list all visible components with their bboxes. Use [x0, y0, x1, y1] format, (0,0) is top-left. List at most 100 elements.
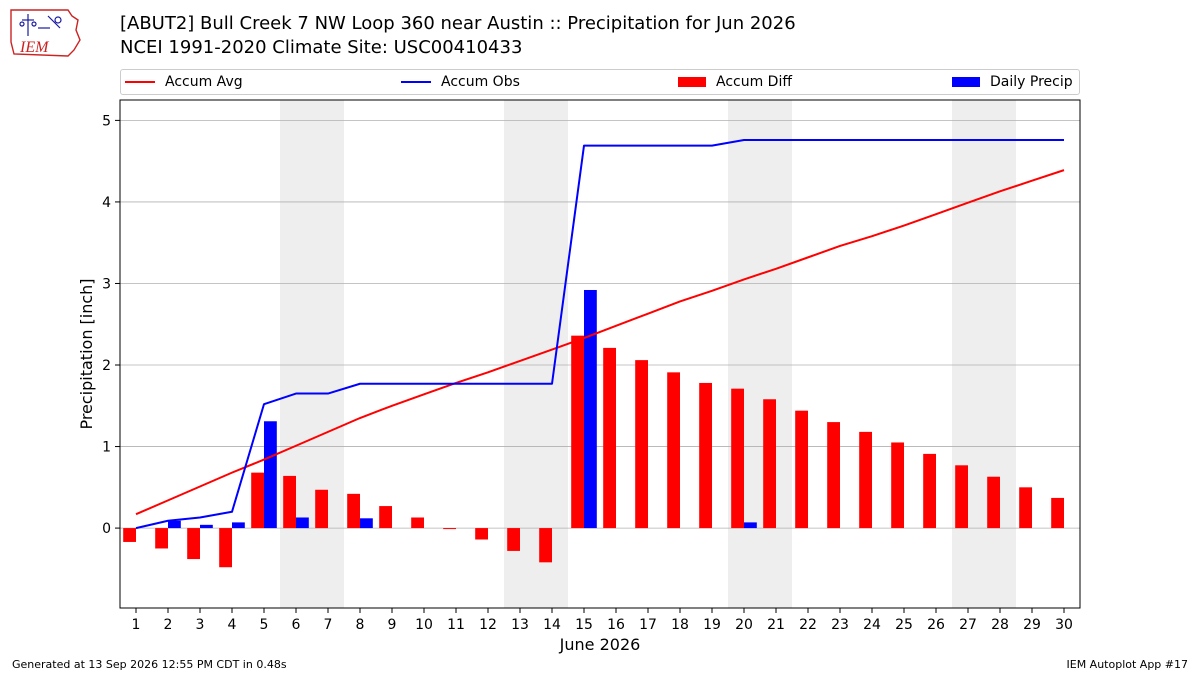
x-tick-label-24: 24 [863, 617, 881, 633]
x-tick-label-20: 20 [735, 617, 753, 633]
accum-diff-bar-23 [827, 422, 840, 529]
legend-label-accum-obs: Accum Obs [441, 74, 520, 90]
chart-subtitle: NCEI 1991-2020 Climate Site: USC00410433 [120, 37, 523, 58]
daily-precip-bar-15 [584, 289, 597, 529]
x-tick-label-8: 8 [356, 617, 365, 633]
x-tick-label-6: 6 [292, 617, 301, 633]
accum-diff-bar-3 [187, 528, 200, 560]
legend-label-accum-diff: Accum Diff [716, 74, 793, 90]
accum-diff-bar-20 [731, 388, 744, 529]
accum-diff-bar-9 [379, 506, 392, 529]
x-tick-label-11: 11 [447, 617, 465, 633]
daily-precip-bar-5 [264, 421, 277, 529]
accum-diff-bar-6 [283, 475, 296, 529]
legend-item-accum-avg: Accum Avg [125, 73, 243, 91]
x-tick-label-22: 22 [799, 617, 817, 633]
accum-diff-bar-15 [571, 335, 584, 529]
x-tick-label-25: 25 [895, 617, 913, 633]
accum-avg-line [135, 169, 1065, 516]
legend-item-daily-precip: Daily Precip [952, 73, 1073, 91]
x-tick-label-29: 29 [1023, 617, 1041, 633]
x-tick-label-23: 23 [831, 617, 849, 633]
accum-diff-bar-25 [891, 442, 904, 529]
y-tick-label-5: 5 [102, 113, 111, 129]
x-tick-label-1: 1 [132, 617, 141, 633]
x-tick-label-10: 10 [415, 617, 433, 633]
y-tick-label-2: 2 [102, 358, 111, 374]
weekend-shade-1 [280, 100, 344, 608]
x-tick-label-27: 27 [959, 617, 977, 633]
x-tick-label-4: 4 [228, 617, 237, 633]
legend: Accum Avg Accum Obs Accum Diff Daily Pre… [120, 69, 1080, 95]
accum-diff-bar-22 [795, 410, 808, 529]
accum-diff-bar-17 [635, 360, 648, 529]
accum-diff-bar-21 [763, 399, 776, 529]
legend-label-accum-avg: Accum Avg [165, 74, 243, 90]
legend-swatch-daily-precip [952, 77, 980, 87]
accum-diff-bar-12 [475, 528, 488, 540]
x-tick-label-7: 7 [324, 617, 333, 633]
daily-precip-bar-6 [296, 517, 309, 529]
legend-swatch-accum-avg [125, 81, 155, 83]
accum-diff-bar-5 [251, 472, 264, 529]
iem-logo-text: IEM [19, 39, 50, 56]
x-tick-label-21: 21 [767, 617, 785, 633]
x-tick-label-12: 12 [479, 617, 497, 633]
accum-diff-bar-27 [955, 465, 968, 529]
weekend-shade-4 [952, 100, 1016, 608]
accum-diff-bar-4 [219, 528, 232, 568]
footer-app-label: IEM Autoplot App #17 [1066, 658, 1189, 671]
y-tick-label-1: 1 [102, 440, 111, 456]
accum-diff-bar-8 [347, 493, 360, 529]
y-tick-label-0: 0 [102, 521, 111, 537]
x-tick-label-14: 14 [543, 617, 561, 633]
accum-obs-line [135, 138, 1064, 530]
accum-diff-bar-19 [699, 382, 712, 529]
accum-diff-bar-7 [315, 489, 328, 529]
accum-diff-bar-30 [1051, 497, 1064, 529]
legend-item-accum-obs: Accum Obs [401, 73, 520, 91]
x-tick-label-13: 13 [511, 617, 529, 633]
weekend-shade-3 [728, 100, 792, 608]
daily-precip-bar-8 [360, 518, 373, 529]
y-tick-label-4: 4 [102, 195, 111, 211]
accum-diff-bar-24 [859, 431, 872, 529]
x-tick-label-2: 2 [164, 617, 173, 633]
x-tick-label-19: 19 [703, 617, 721, 633]
accum-diff-bar-1 [123, 528, 136, 542]
legend-swatch-accum-obs [401, 81, 431, 83]
daily-precip-bar-3 [200, 524, 213, 529]
legend-item-accum-diff: Accum Diff [678, 73, 792, 91]
daily-precip-bar-20 [744, 522, 757, 529]
x-tick-label-26: 26 [927, 617, 945, 633]
x-tick-label-18: 18 [671, 617, 689, 633]
weekend-shade-2 [504, 100, 568, 608]
legend-label-daily-precip: Daily Precip [990, 74, 1073, 90]
accum-diff-bar-26 [923, 453, 936, 529]
y-tick-label-3: 3 [102, 276, 111, 292]
iem-logo: IEM [10, 9, 81, 57]
x-tick-label-15: 15 [575, 617, 593, 633]
x-axis-label: June 2026 [559, 635, 641, 654]
x-tick-label-5: 5 [260, 617, 269, 633]
accum-diff-bar-28 [987, 476, 1000, 529]
accum-diff-bar-10 [411, 517, 424, 529]
x-tick-label-28: 28 [991, 617, 1009, 633]
footer-generated: Generated at 13 Sep 2026 12:55 PM CDT in… [12, 658, 287, 671]
accum-diff-bar-29 [1019, 487, 1032, 529]
chart-title: [ABUT2] Bull Creek 7 NW Loop 360 near Au… [120, 13, 796, 34]
accum-diff-bar-14 [539, 528, 552, 563]
x-tick-label-3: 3 [196, 617, 205, 633]
daily-precip-bar-4 [232, 522, 245, 529]
plot-frame [119, 99, 1081, 609]
accum-diff-bar-11 [443, 528, 456, 530]
x-tick-label-16: 16 [607, 617, 625, 633]
daily-precip-bar-2 [168, 520, 181, 529]
x-tick-label-30: 30 [1055, 617, 1073, 633]
x-tick-label-17: 17 [639, 617, 657, 633]
y-axis-label: Precipitation [inch] [77, 278, 96, 429]
accum-diff-bar-13 [507, 528, 520, 551]
x-tick-label-9: 9 [388, 617, 397, 633]
accum-diff-bar-16 [603, 347, 616, 529]
